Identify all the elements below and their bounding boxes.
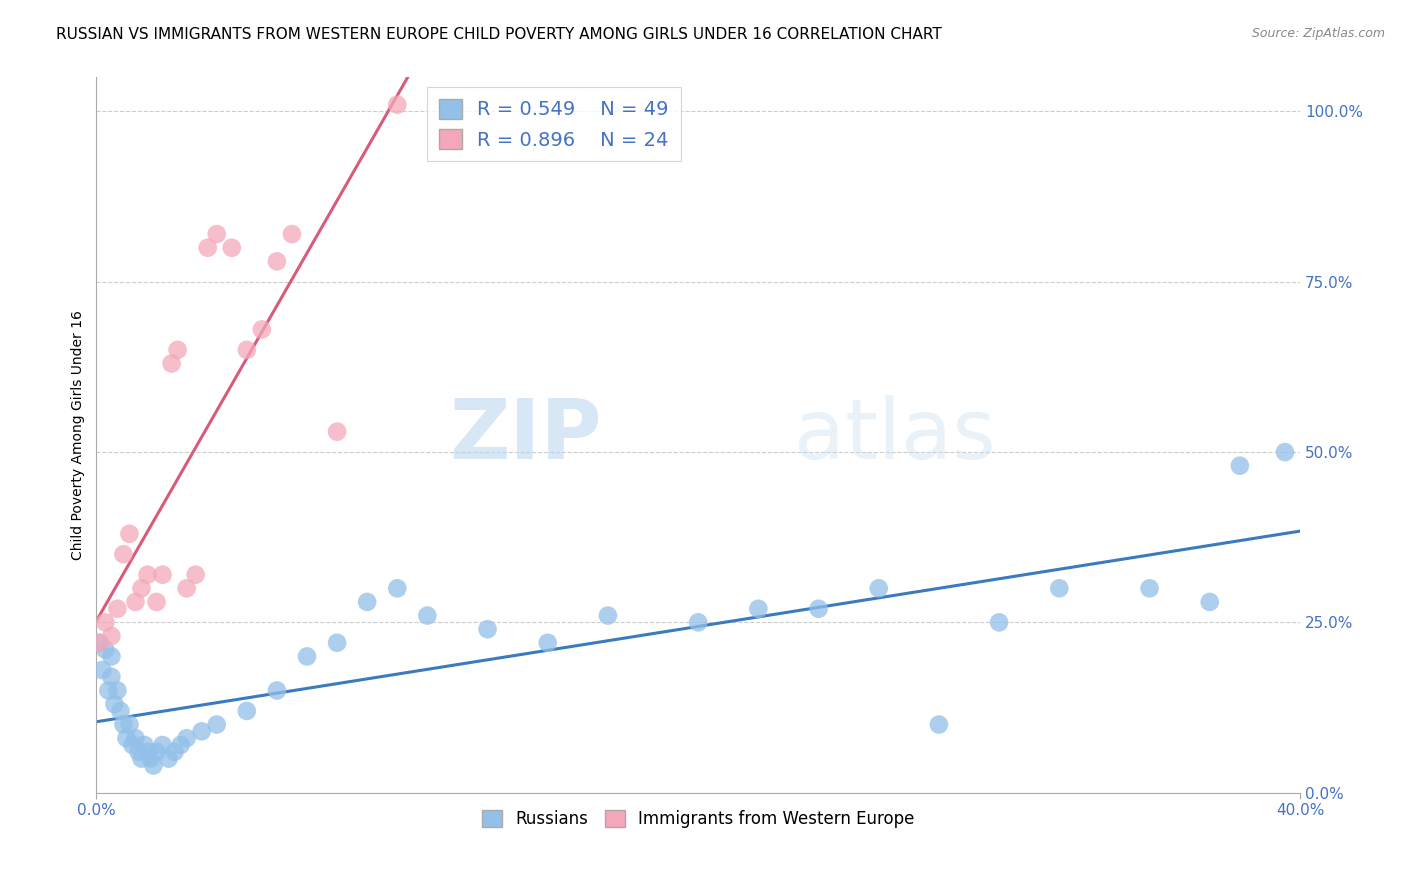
Point <box>205 717 228 731</box>
Point <box>326 636 349 650</box>
Point <box>112 547 135 561</box>
Point <box>136 745 159 759</box>
Point <box>1229 458 1251 473</box>
Point <box>596 608 619 623</box>
Point <box>160 357 183 371</box>
Point <box>221 241 243 255</box>
Point <box>537 636 560 650</box>
Point <box>157 751 180 765</box>
Point <box>166 343 188 357</box>
Point <box>97 683 120 698</box>
Point <box>295 649 318 664</box>
Point <box>91 663 114 677</box>
Point <box>103 697 125 711</box>
Point <box>145 595 167 609</box>
Point <box>142 758 165 772</box>
Point <box>250 322 273 336</box>
Point <box>115 731 138 746</box>
Point <box>100 649 122 664</box>
Point <box>118 526 141 541</box>
Point <box>266 683 288 698</box>
Legend: Russians, Immigrants from Western Europe: Russians, Immigrants from Western Europe <box>475 803 921 834</box>
Y-axis label: Child Poverty Among Girls Under 16: Child Poverty Among Girls Under 16 <box>72 310 86 560</box>
Point <box>89 636 111 650</box>
Point <box>1274 445 1296 459</box>
Point <box>145 745 167 759</box>
Point <box>988 615 1011 630</box>
Point <box>152 738 174 752</box>
Point <box>197 241 219 255</box>
Point <box>236 343 259 357</box>
Point <box>266 254 288 268</box>
Point <box>139 751 162 765</box>
Point <box>356 595 378 609</box>
Point <box>110 704 132 718</box>
Point <box>100 670 122 684</box>
Point <box>121 738 143 752</box>
Point <box>107 601 129 615</box>
Point <box>131 751 153 765</box>
Point <box>477 622 499 636</box>
Point <box>281 227 304 241</box>
Point <box>124 731 146 746</box>
Point <box>176 731 198 746</box>
Point <box>868 582 890 596</box>
Point <box>807 601 830 615</box>
Point <box>747 601 769 615</box>
Point <box>326 425 349 439</box>
Point <box>124 595 146 609</box>
Point <box>1047 582 1070 596</box>
Point <box>387 582 409 596</box>
Point <box>131 582 153 596</box>
Point <box>387 97 409 112</box>
Point <box>163 745 186 759</box>
Point <box>176 582 198 596</box>
Point <box>134 738 156 752</box>
Point <box>1139 582 1161 596</box>
Point <box>94 642 117 657</box>
Point <box>112 717 135 731</box>
Point <box>152 567 174 582</box>
Point <box>100 629 122 643</box>
Point <box>136 567 159 582</box>
Point <box>118 717 141 731</box>
Point <box>169 738 191 752</box>
Point <box>107 683 129 698</box>
Point <box>127 745 149 759</box>
Text: Source: ZipAtlas.com: Source: ZipAtlas.com <box>1251 27 1385 40</box>
Text: RUSSIAN VS IMMIGRANTS FROM WESTERN EUROPE CHILD POVERTY AMONG GIRLS UNDER 16 COR: RUSSIAN VS IMMIGRANTS FROM WESTERN EUROP… <box>56 27 942 42</box>
Point <box>205 227 228 241</box>
Point <box>688 615 710 630</box>
Point <box>184 567 207 582</box>
Point <box>928 717 950 731</box>
Text: atlas: atlas <box>794 394 997 475</box>
Point <box>190 724 212 739</box>
Point <box>94 615 117 630</box>
Point <box>236 704 259 718</box>
Point <box>416 608 439 623</box>
Point <box>1198 595 1220 609</box>
Text: ZIP: ZIP <box>450 394 602 475</box>
Point <box>89 636 111 650</box>
